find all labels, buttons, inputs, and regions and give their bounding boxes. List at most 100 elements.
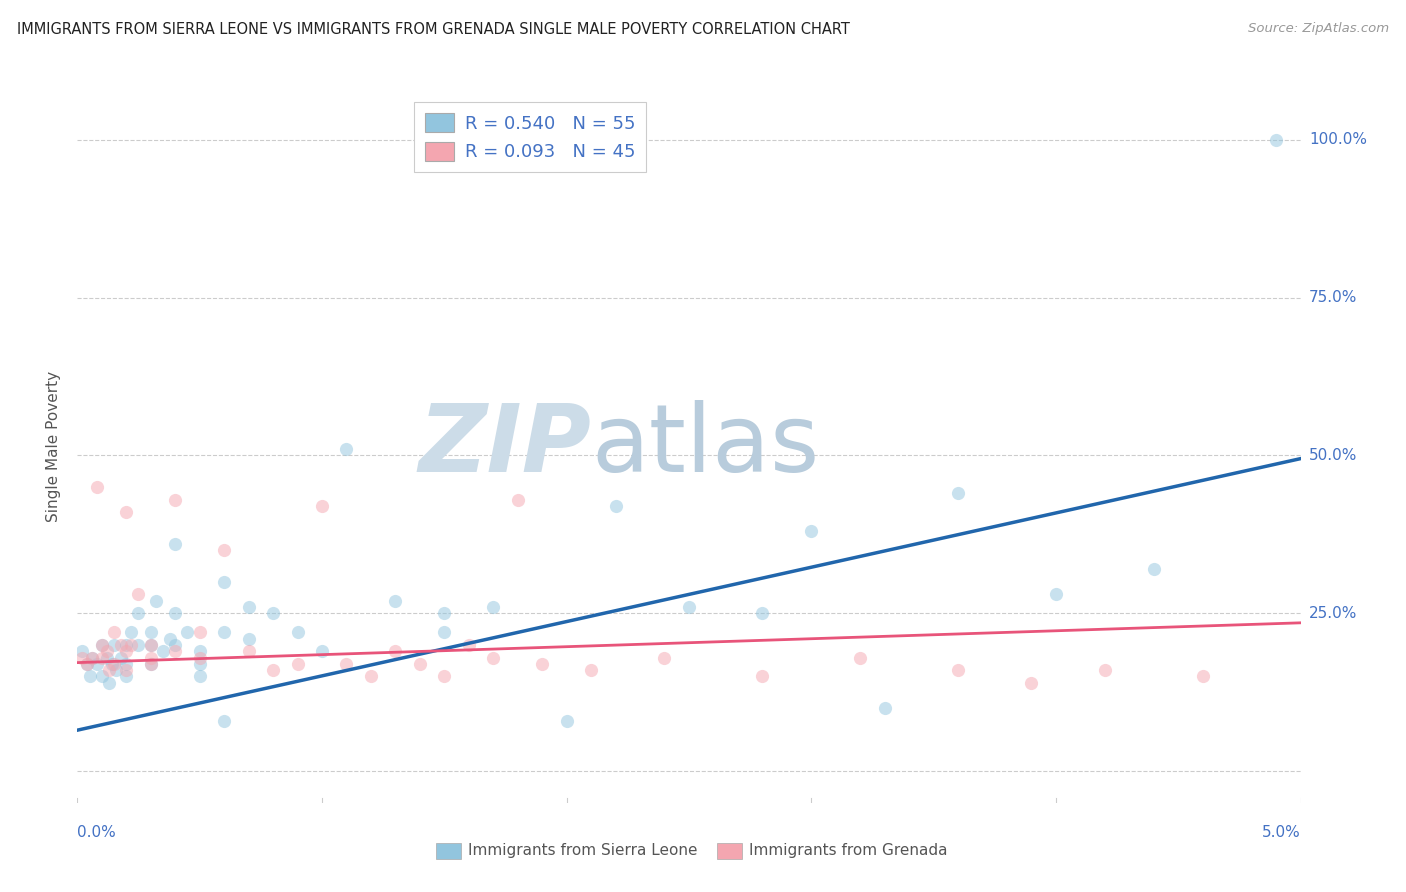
Point xyxy=(165,607,187,621)
Point xyxy=(79,669,101,683)
Point xyxy=(946,486,969,500)
Text: 5.0%: 5.0% xyxy=(1261,825,1301,840)
Point xyxy=(1143,562,1166,576)
Point xyxy=(127,587,149,601)
Point xyxy=(98,663,121,677)
Point xyxy=(100,657,122,671)
Point xyxy=(120,625,142,640)
Point xyxy=(165,537,187,551)
Point xyxy=(409,657,432,671)
Point xyxy=(800,524,823,539)
Point xyxy=(103,625,125,640)
Point xyxy=(139,657,162,671)
Text: 100.0%: 100.0% xyxy=(1309,132,1367,147)
Point xyxy=(90,638,112,652)
Point xyxy=(1021,675,1043,690)
Point xyxy=(946,663,969,677)
Point xyxy=(145,593,167,607)
Point xyxy=(605,499,627,513)
Point xyxy=(1045,587,1067,601)
Point xyxy=(115,644,138,658)
Point xyxy=(159,632,181,646)
Point xyxy=(335,657,357,671)
Point xyxy=(287,625,309,640)
Point xyxy=(115,663,138,677)
Text: Immigrants from Grenada: Immigrants from Grenada xyxy=(749,844,948,858)
Point xyxy=(360,669,382,683)
Point xyxy=(115,657,138,671)
Point xyxy=(90,650,112,665)
Point xyxy=(96,644,118,658)
Point xyxy=(751,607,773,621)
Point xyxy=(188,625,211,640)
Point xyxy=(105,663,128,677)
Point xyxy=(1265,133,1288,147)
Point xyxy=(654,650,676,665)
Point xyxy=(115,669,138,683)
Point xyxy=(482,650,505,665)
Point xyxy=(115,505,138,519)
Point xyxy=(212,625,235,640)
Point xyxy=(139,625,162,640)
Point xyxy=(70,644,93,658)
Point xyxy=(76,657,98,671)
Point xyxy=(678,600,700,615)
Point xyxy=(86,480,108,494)
Point xyxy=(90,638,112,652)
Point xyxy=(212,574,235,589)
Point xyxy=(555,714,578,728)
Text: 75.0%: 75.0% xyxy=(1309,290,1357,305)
Point xyxy=(76,657,98,671)
Point xyxy=(86,657,108,671)
Point xyxy=(139,657,162,671)
Point xyxy=(110,650,132,665)
Point xyxy=(188,669,211,683)
Point xyxy=(579,663,602,677)
Point xyxy=(98,675,121,690)
Point xyxy=(188,657,211,671)
Point xyxy=(335,442,357,457)
Point xyxy=(103,638,125,652)
Text: 25.0%: 25.0% xyxy=(1309,606,1357,621)
Point xyxy=(1191,669,1213,683)
Point xyxy=(506,492,529,507)
Point xyxy=(433,669,456,683)
Point xyxy=(165,638,187,652)
Text: IMMIGRANTS FROM SIERRA LEONE VS IMMIGRANTS FROM GRENADA SINGLE MALE POVERTY CORR: IMMIGRANTS FROM SIERRA LEONE VS IMMIGRAN… xyxy=(17,22,849,37)
Point xyxy=(262,607,284,621)
Point xyxy=(120,638,142,652)
Y-axis label: Single Male Poverty: Single Male Poverty xyxy=(46,370,62,522)
Point xyxy=(127,607,149,621)
Point xyxy=(188,650,211,665)
Point xyxy=(188,644,211,658)
Point xyxy=(457,638,479,652)
Point xyxy=(212,714,235,728)
Point xyxy=(238,644,260,658)
Point xyxy=(433,607,456,621)
Point xyxy=(80,650,103,665)
Point xyxy=(238,632,260,646)
Point xyxy=(311,644,333,658)
Point xyxy=(70,650,93,665)
Point xyxy=(103,657,125,671)
Point xyxy=(115,638,138,652)
Point xyxy=(176,625,198,640)
Point xyxy=(287,657,309,671)
Point xyxy=(96,650,118,665)
Text: Immigrants from Sierra Leone: Immigrants from Sierra Leone xyxy=(468,844,697,858)
Text: atlas: atlas xyxy=(591,400,820,492)
Text: ZIP: ZIP xyxy=(418,400,591,492)
Point xyxy=(482,600,505,615)
Point xyxy=(139,638,162,652)
Point xyxy=(127,638,149,652)
Text: 0.0%: 0.0% xyxy=(77,825,117,840)
Point xyxy=(110,638,132,652)
Point xyxy=(384,593,406,607)
Point xyxy=(165,492,187,507)
Point xyxy=(1094,663,1116,677)
Point xyxy=(238,600,260,615)
Point xyxy=(139,650,162,665)
Text: Source: ZipAtlas.com: Source: ZipAtlas.com xyxy=(1249,22,1389,36)
Point xyxy=(90,669,112,683)
Point xyxy=(751,669,773,683)
